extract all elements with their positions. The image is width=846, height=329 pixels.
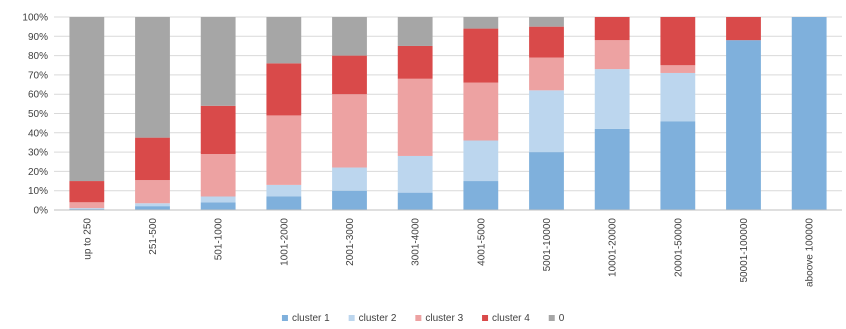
legend-item: cluster 2 bbox=[348, 313, 397, 324]
bar-segment-4-3 bbox=[200, 105, 236, 155]
bar-segment-1-12 bbox=[791, 17, 827, 210]
legend-swatch bbox=[415, 315, 422, 321]
bar-segment-3-9 bbox=[594, 40, 630, 70]
legend-item: cluster 3 bbox=[415, 313, 464, 324]
bar-segment-5-4 bbox=[266, 17, 302, 64]
bar-segment-4-1 bbox=[69, 181, 105, 203]
bar-segment-3-3 bbox=[200, 154, 236, 197]
x-tick-label: 4001-5000 bbox=[476, 218, 487, 266]
x-tick-label: 10001-20000 bbox=[608, 218, 619, 277]
bar-segment-4-10 bbox=[660, 17, 696, 66]
y-tick-label: 50% bbox=[28, 109, 48, 120]
legend-swatch bbox=[482, 315, 489, 321]
y-tick-label: 40% bbox=[28, 128, 48, 139]
bar-segment-1-6 bbox=[397, 192, 433, 210]
bar-segment-3-7 bbox=[463, 82, 499, 141]
bar-segment-4-6 bbox=[397, 45, 433, 79]
legend-item: cluster 4 bbox=[482, 313, 530, 324]
bar-segment-1-10 bbox=[660, 121, 696, 210]
bar-segment-1-5 bbox=[332, 190, 367, 210]
bar-segment-3-4 bbox=[266, 115, 302, 185]
y-tick-label: 10% bbox=[28, 186, 48, 197]
bar-segment-1-2 bbox=[135, 206, 170, 210]
y-tick-label: 100% bbox=[22, 13, 48, 24]
x-tick-label: 2001-3000 bbox=[345, 218, 356, 266]
legend-label: 0 bbox=[559, 313, 565, 324]
legend-label: cluster 2 bbox=[359, 313, 397, 324]
bar-segment-2-8 bbox=[529, 90, 564, 153]
y-tick-label: 90% bbox=[28, 32, 48, 43]
y-tick-label: 30% bbox=[28, 148, 48, 159]
bar-segment-4-5 bbox=[332, 55, 367, 95]
legend-item: cluster 1 bbox=[281, 313, 330, 324]
bar-segment-2-1 bbox=[69, 208, 105, 210]
x-tick-labels: up to 250 251-500 501-1000 1001-2000 2001-30… bbox=[82, 218, 815, 287]
x-tick-label: 3001-4000 bbox=[411, 218, 422, 266]
y-tick-label: 0% bbox=[34, 206, 49, 217]
bar-segment-4-4 bbox=[266, 63, 302, 116]
y-tick-label: 60% bbox=[28, 90, 48, 101]
legend-swatch bbox=[281, 315, 288, 321]
x-tick-label: aboove 100000 bbox=[805, 218, 816, 287]
x-tick-label: 5001-10000 bbox=[542, 218, 553, 272]
bar-segment-5-1 bbox=[69, 17, 105, 182]
bar-segment-3-2 bbox=[135, 180, 170, 204]
bar-segment-4-9 bbox=[594, 17, 630, 41]
bar-segment-2-9 bbox=[594, 69, 630, 129]
legend-swatch bbox=[548, 315, 555, 321]
bar-segment-5-3 bbox=[200, 17, 236, 106]
bar-segment-1-4 bbox=[266, 196, 302, 210]
legend-label: cluster 4 bbox=[492, 313, 530, 324]
bar-segment-3-1 bbox=[69, 202, 105, 209]
bar-segment-3-5 bbox=[332, 94, 367, 168]
bar-segment-3-8 bbox=[529, 57, 564, 91]
bar-segment-4-2 bbox=[135, 137, 170, 181]
legend-item: 0 bbox=[548, 313, 565, 324]
bar-segment-2-6 bbox=[397, 155, 433, 193]
bar-segment-5-7 bbox=[463, 17, 499, 29]
y-tick-label: 70% bbox=[28, 70, 48, 81]
bar-segment-3-10 bbox=[660, 65, 696, 73]
grid-lines bbox=[54, 16, 842, 192]
bar-segment-2-3 bbox=[200, 196, 236, 203]
bar-segment-1-11 bbox=[726, 40, 761, 210]
bar-segment-1-8 bbox=[529, 152, 564, 210]
legend-label: cluster 3 bbox=[425, 313, 463, 324]
legend-swatch bbox=[348, 315, 355, 321]
x-tick-label: 1001-2000 bbox=[279, 218, 290, 266]
x-tick-label: 20001-50000 bbox=[673, 218, 684, 277]
y-tick-label: 80% bbox=[28, 51, 48, 62]
legend-label: cluster 1 bbox=[292, 313, 330, 324]
x-tick-label: up to 250 bbox=[82, 218, 93, 260]
bar-segment-2-5 bbox=[332, 167, 367, 191]
bar-segment-5-2 bbox=[135, 17, 170, 138]
bar-segment-2-2 bbox=[135, 203, 170, 207]
x-tick-label: 50001-100000 bbox=[739, 218, 750, 283]
bar-segment-5-5 bbox=[332, 17, 367, 56]
bar-segment-2-4 bbox=[266, 184, 302, 197]
y-tick-label: 20% bbox=[28, 167, 48, 178]
bar-segment-3-6 bbox=[397, 78, 433, 156]
x-tick-label: 251-500 bbox=[148, 218, 159, 255]
bar-segment-4-7 bbox=[463, 28, 499, 83]
bar-segment-1-9 bbox=[594, 128, 630, 210]
bars bbox=[69, 17, 827, 210]
bar-segment-2-10 bbox=[660, 72, 696, 122]
bar-segment-1-3 bbox=[200, 202, 236, 210]
bar-segment-4-8 bbox=[529, 26, 564, 58]
legend: cluster 1 cluster 2 cluster 3 cluster 4 0 bbox=[281, 313, 565, 324]
bar-segment-5-6 bbox=[397, 17, 433, 46]
x-tick-label: 501-1000 bbox=[214, 218, 225, 261]
bar-segment-2-7 bbox=[463, 140, 499, 182]
bar-segment-1-7 bbox=[463, 181, 499, 210]
bar-segment-4-11 bbox=[726, 17, 761, 41]
y-tick-labels: 0% 10% 20% 30% 40% 50% 60% 70% 80% 90% 100% bbox=[22, 13, 48, 217]
bar-segment-5-8 bbox=[529, 17, 564, 27]
